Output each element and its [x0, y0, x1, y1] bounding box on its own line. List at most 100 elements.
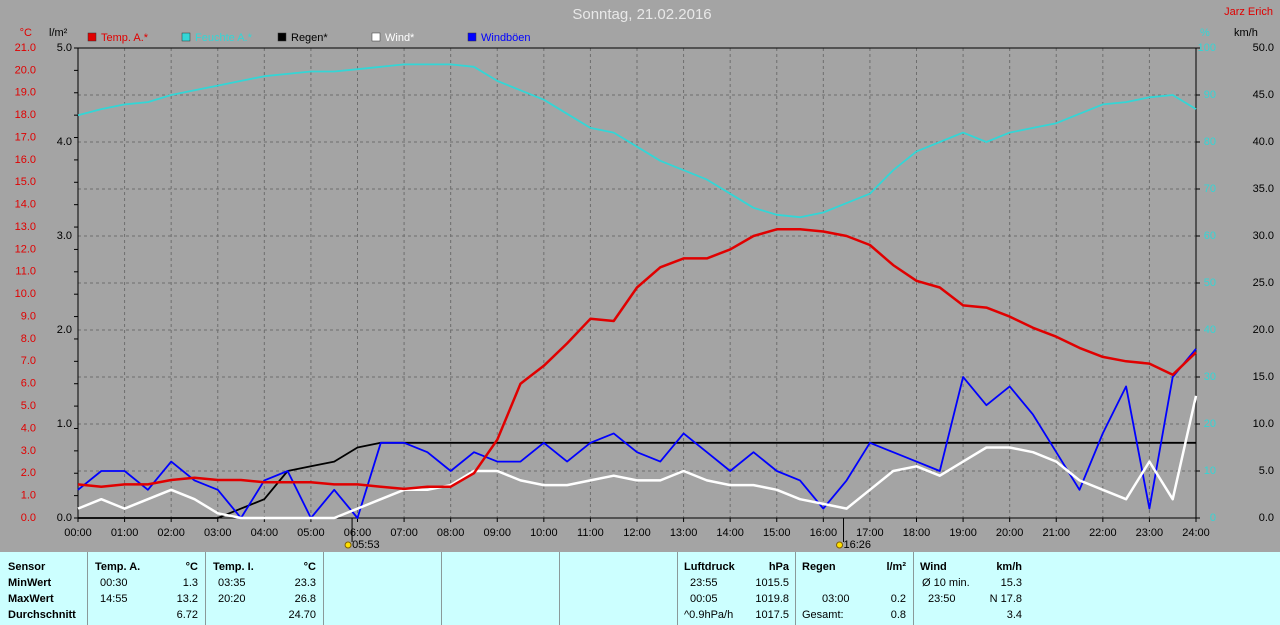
y4-tick-label: 45.0 [1253, 89, 1274, 101]
table-cell: Gesamt: [802, 609, 844, 621]
legend-swatch [371, 32, 381, 42]
y-tick-label: 17.0 [15, 131, 36, 143]
table-cell: 00:30 [100, 577, 128, 589]
table-cell: 6.72 [176, 609, 198, 621]
table-cell: 24.70 [288, 609, 316, 621]
y-tick-label: 19.0 [15, 87, 36, 99]
series-line [77, 348, 1197, 519]
table-cell: 1017.5 [755, 609, 789, 621]
y4-tick-label: 50.0 [1253, 42, 1274, 54]
x-tick-label: 24:00 [1182, 527, 1210, 539]
y-tick-label: 12.0 [15, 243, 36, 255]
column-divider [913, 552, 914, 625]
table-cell: hPa [768, 561, 789, 573]
x-tick-label: 12:00 [623, 527, 651, 539]
y3-tick-label: 1.0 [57, 418, 72, 430]
y-tick-label: 0.0 [21, 512, 36, 524]
series-line [77, 228, 1197, 491]
y4-tick-label: 5.0 [1259, 465, 1274, 477]
y4-tick-label: 10.0 [1253, 418, 1274, 430]
y-tick-label: 7.0 [21, 355, 36, 367]
y2-unit: % [1200, 27, 1210, 39]
y-unit: °C [20, 27, 32, 39]
table-cell: MaxWert [8, 593, 54, 605]
table-cell: 0.2 [890, 593, 906, 605]
legend-swatch [87, 32, 97, 42]
y2-tick-label: 70 [1204, 183, 1216, 195]
column-divider [795, 552, 796, 625]
x-tick-label: 10:00 [530, 527, 558, 539]
y4-tick-label: 20.0 [1253, 324, 1274, 336]
table-cell: 23.3 [294, 577, 316, 589]
y-tick-label: 8.0 [21, 333, 36, 345]
legend-label: Windböen [481, 32, 531, 44]
chart-title: Sonntag, 21.02.2016 [572, 6, 711, 23]
y-tick-label: 14.0 [15, 199, 36, 211]
table-cell: MinWert [8, 577, 52, 589]
table-cell: 03:00 [822, 593, 850, 605]
y4-tick-label: 0.0 [1259, 512, 1274, 524]
x-tick-label: 14:00 [716, 527, 744, 539]
legend-label: Feuchte A.* [195, 32, 253, 44]
y-tick-label: 1.0 [21, 490, 36, 502]
x-tick-label: 21:00 [1042, 527, 1070, 539]
table-cell: 14:55 [100, 593, 128, 605]
table-cell: °C [185, 561, 198, 573]
x-tick-label: 23:00 [1136, 527, 1164, 539]
y-tick-label: 15.0 [15, 176, 36, 188]
column-divider [323, 552, 324, 625]
legend-swatch [277, 32, 287, 42]
y2-tick-label: 80 [1204, 136, 1216, 148]
y2-tick-label: 30 [1204, 371, 1216, 383]
table-cell: Luftdruck [684, 561, 735, 573]
table-cell: Regen [802, 561, 836, 573]
y-tick-label: 9.0 [21, 310, 36, 322]
y-tick-label: 11.0 [15, 266, 36, 278]
series-line [77, 63, 1197, 219]
y-tick-label: 4.0 [21, 422, 36, 434]
x-tick-label: 13:00 [670, 527, 698, 539]
table-cell: 1.3 [182, 577, 198, 589]
x-tick-label: 05:00 [297, 527, 325, 539]
table-cell: 0.8 [890, 609, 906, 621]
y3-unit: l/m² [49, 27, 68, 39]
table-cell: Sensor [8, 561, 46, 573]
table-cell: 23:55 [690, 577, 718, 589]
y-tick-label: 18.0 [15, 109, 36, 121]
y2-tick-label: 40 [1204, 324, 1216, 336]
sunset-label: 16:26 [844, 539, 872, 551]
y-tick-label: 21.0 [15, 42, 36, 54]
y2-tick-label: 0 [1210, 512, 1216, 524]
table-cell: Ø 10 min. [922, 577, 970, 589]
table-cell: 1019.8 [755, 593, 789, 605]
legend-label: Temp. A.* [101, 32, 149, 44]
column-divider [441, 552, 442, 625]
series-line [78, 441, 1196, 519]
table-cell: Temp. I. [213, 561, 254, 573]
y-tick-label: 10.0 [15, 288, 36, 300]
x-tick-label: 17:00 [856, 527, 884, 539]
y2-tick-label: 90 [1204, 89, 1216, 101]
x-tick-label: 03:00 [204, 527, 232, 539]
table-cell: °C [303, 561, 316, 573]
x-tick-label: 22:00 [1089, 527, 1117, 539]
legend-label: Wind* [385, 32, 415, 44]
y4-tick-label: 25.0 [1253, 277, 1274, 289]
legend-swatch [467, 32, 477, 42]
sunrise-label: 05:53 [352, 539, 380, 551]
y3-tick-label: 0.0 [57, 512, 72, 524]
summary-table: Sensor MinWert MaxWert Durchschnitt Temp. A.… [0, 552, 1280, 625]
table-cell: Wind [920, 561, 947, 573]
legend-label: Regen* [291, 32, 328, 44]
x-tick-label: 16:00 [810, 527, 838, 539]
table-cell: 13.2 [176, 593, 198, 605]
table-cell: 00:05 [690, 593, 718, 605]
y-tick-label: 5.0 [21, 400, 36, 412]
y2-tick-label: 10 [1204, 465, 1216, 477]
series-line [77, 395, 1198, 520]
table-cell: 26.8 [294, 593, 316, 605]
y4-tick-label: 30.0 [1253, 230, 1274, 242]
table-cell: 1015.5 [755, 577, 789, 589]
y4-tick-label: 15.0 [1253, 371, 1274, 383]
